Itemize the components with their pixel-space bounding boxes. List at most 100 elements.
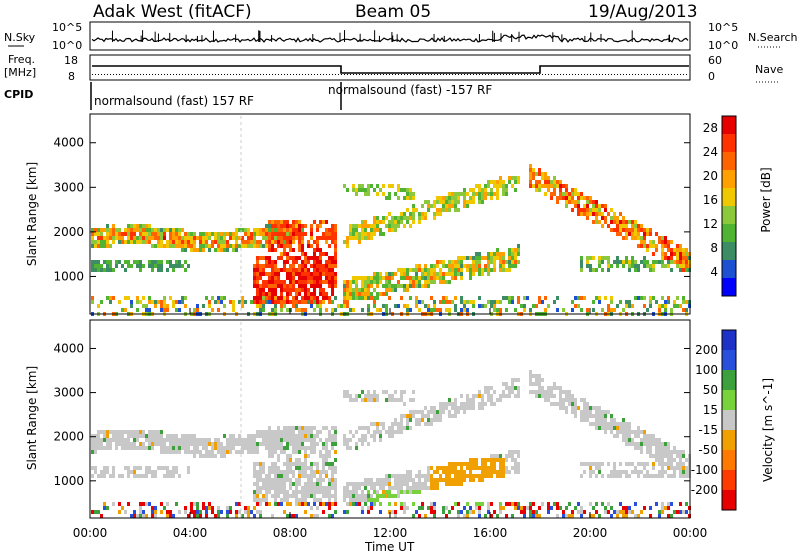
power-cell (226, 232, 229, 236)
power-cell (274, 240, 277, 244)
power-cell (316, 264, 319, 268)
velocity-cell (142, 510, 145, 514)
power-cell (586, 212, 589, 216)
power-cell (280, 280, 283, 284)
velocity-cell (475, 462, 478, 466)
velocity-cell (304, 446, 307, 450)
power-cell (448, 280, 451, 284)
velocity-cell (400, 482, 403, 486)
velocity-cell (94, 438, 97, 442)
power-cell (487, 300, 490, 304)
velocity-cell (682, 510, 685, 514)
velocity-cell (178, 474, 181, 478)
power-cell (406, 288, 409, 292)
velocity-cell (268, 434, 271, 438)
power-cell (142, 296, 145, 300)
velocity-cell (382, 482, 385, 486)
power-cell (613, 228, 616, 232)
power-cell (163, 296, 166, 300)
velocity-cell (661, 454, 664, 458)
velocity-cell (541, 502, 544, 506)
power-cell (94, 232, 97, 236)
power-cell (499, 268, 502, 272)
velocity-cell (121, 446, 124, 450)
velocity-cell (103, 470, 106, 474)
power-cell (268, 220, 271, 224)
velocity-cell (535, 378, 538, 382)
velocity-cell (331, 482, 334, 486)
velocity-cell (442, 402, 445, 406)
power-cell (271, 236, 274, 240)
velocity-cell (484, 466, 487, 470)
power-cell (316, 224, 319, 228)
power-cell (388, 196, 391, 200)
velocity-cell (601, 418, 604, 422)
power-cell (283, 300, 286, 304)
power-cell (466, 192, 469, 196)
velocity-cell (196, 438, 199, 442)
power-cell (322, 300, 325, 304)
power-cell (148, 308, 151, 312)
velocity-cell (256, 478, 259, 482)
velocity-cell (607, 510, 610, 514)
velocity-cell (310, 426, 313, 430)
velocity-cell (445, 478, 448, 482)
power-cell (673, 252, 676, 256)
power-cell (556, 200, 559, 204)
power-cell (409, 268, 412, 272)
power-cell (316, 240, 319, 244)
velocity-cell (400, 418, 403, 422)
velocity-cell (184, 438, 187, 442)
power-cell (325, 296, 328, 300)
velocity-cell (229, 446, 232, 450)
velocity-cell (313, 494, 316, 498)
velocity-cell (238, 442, 241, 446)
power-cell (415, 296, 418, 300)
power-cell (649, 244, 652, 248)
velocity-cell (280, 474, 283, 478)
power-colorbar-tick: 16 (703, 193, 718, 207)
velocity-cell (463, 462, 466, 466)
power-cell (631, 220, 634, 224)
velocity-cell (619, 426, 622, 430)
power-cell (376, 220, 379, 224)
velocity-cell (301, 426, 304, 430)
power-cell (157, 264, 160, 268)
power-cell (220, 296, 223, 300)
power-cell (643, 228, 646, 232)
power-cell (631, 264, 634, 268)
velocity-cell (256, 482, 259, 486)
velocity-cell (307, 482, 310, 486)
power-cell (199, 244, 202, 248)
power-cell (433, 216, 436, 220)
power-cell (316, 284, 319, 288)
power-cell (97, 244, 100, 248)
velocity-cell (667, 462, 670, 466)
velocity-cell (91, 438, 94, 442)
velocity-cell (184, 506, 187, 510)
power-cell (265, 244, 268, 248)
velocity-cell (367, 506, 370, 510)
velocity-cell (649, 438, 652, 442)
power-cell (439, 276, 442, 280)
velocity-cell (406, 426, 409, 430)
power-cell (289, 228, 292, 232)
velocity-cell (424, 474, 427, 478)
velocity-cell (373, 422, 376, 426)
velocity-cell (154, 514, 157, 518)
power-cell (118, 228, 121, 232)
velocity-cell (358, 486, 361, 490)
power-cell (97, 232, 100, 236)
power-cell (259, 256, 262, 260)
velocity-cell (640, 470, 643, 474)
velocity-cell (232, 446, 235, 450)
power-cell (607, 260, 610, 264)
power-cell (364, 284, 367, 288)
power-cell (166, 268, 169, 272)
power-cell (469, 300, 472, 304)
power-cell (118, 300, 121, 304)
power-cell (322, 252, 325, 256)
power-cell (271, 292, 274, 296)
power-cell (232, 300, 235, 304)
power-cell (217, 232, 220, 236)
